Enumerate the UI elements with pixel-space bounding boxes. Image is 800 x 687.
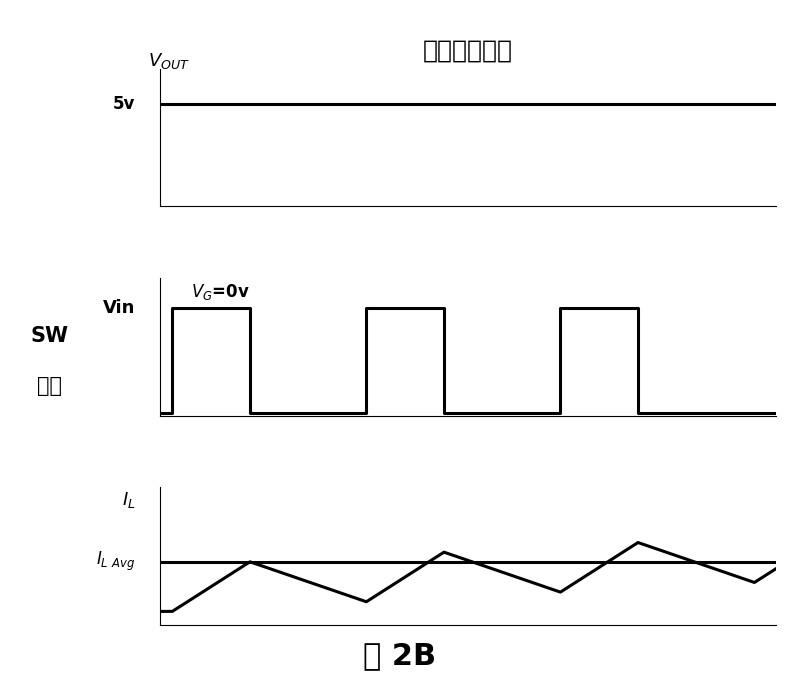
Text: Vin: Vin [103, 300, 135, 317]
Text: $V_{OUT}$: $V_{OUT}$ [148, 51, 190, 71]
Text: $V_G$=0v: $V_G$=0v [191, 282, 250, 302]
Text: 5v: 5v [113, 95, 135, 113]
Title: 中等负载电流: 中等负载电流 [423, 38, 513, 63]
Text: $I_{L\ Avg}$: $I_{L\ Avg}$ [97, 550, 135, 574]
Text: SW: SW [30, 326, 68, 346]
Text: 漏极: 漏极 [37, 376, 62, 396]
Text: 图 2B: 图 2B [363, 641, 437, 670]
Text: $I_L$: $I_L$ [122, 491, 135, 510]
